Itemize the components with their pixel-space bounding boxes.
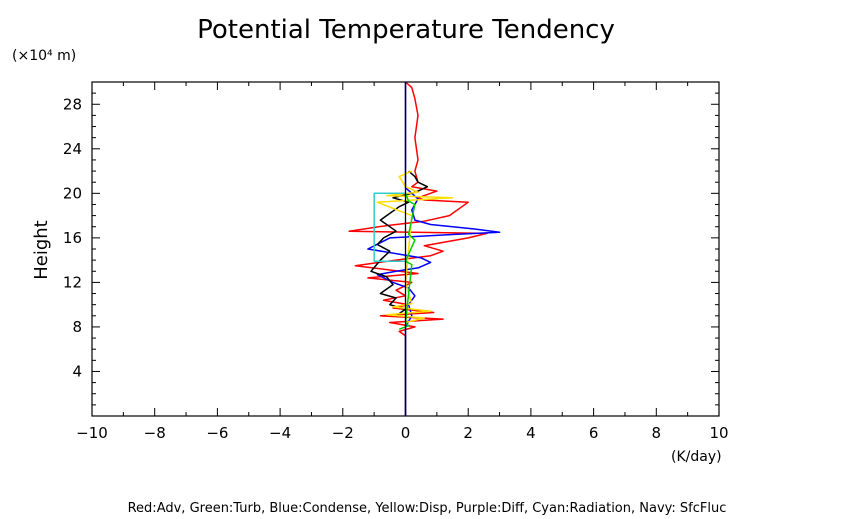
x-tick-label: 8 bbox=[652, 424, 662, 442]
series-line-4 bbox=[398, 193, 416, 330]
x-tick-label: −6 bbox=[206, 424, 228, 442]
y-tick-label: 16 bbox=[63, 229, 82, 247]
x-tick-label: −10 bbox=[76, 424, 108, 442]
y-tick-label: 12 bbox=[63, 273, 82, 291]
x-tick-label: 0 bbox=[401, 424, 411, 442]
legend: Red:Adv, Green:Turb, Blue:Condense, Yell… bbox=[128, 501, 727, 516]
x-tick-label: 4 bbox=[526, 424, 536, 442]
y-tick-label: 20 bbox=[63, 184, 82, 202]
series-layer bbox=[348, 81, 501, 416]
y-axis-label: Height bbox=[31, 220, 52, 280]
y-tick-label: 4 bbox=[72, 362, 82, 380]
x-tick-label: −8 bbox=[144, 424, 166, 442]
x-tick-label: 10 bbox=[709, 424, 728, 442]
x-axis-unit: (K/day) bbox=[671, 449, 722, 465]
x-tick-label: −2 bbox=[332, 424, 354, 442]
y-tick-label: 24 bbox=[63, 140, 82, 158]
y-tick-label: 8 bbox=[72, 318, 82, 336]
x-tick-label: 6 bbox=[589, 424, 599, 442]
series-line-0 bbox=[348, 81, 488, 416]
series-line-2 bbox=[370, 170, 429, 317]
chart-title: Potential Temperature Tendency bbox=[197, 15, 615, 45]
x-tick-label: −4 bbox=[269, 424, 291, 442]
series-line-3 bbox=[376, 170, 454, 324]
x-tick-label: 2 bbox=[463, 424, 473, 442]
y-axis-unit: (×10⁴ m) bbox=[12, 48, 76, 64]
series-line-5 bbox=[373, 192, 406, 262]
y-tick-label: 28 bbox=[63, 95, 82, 113]
